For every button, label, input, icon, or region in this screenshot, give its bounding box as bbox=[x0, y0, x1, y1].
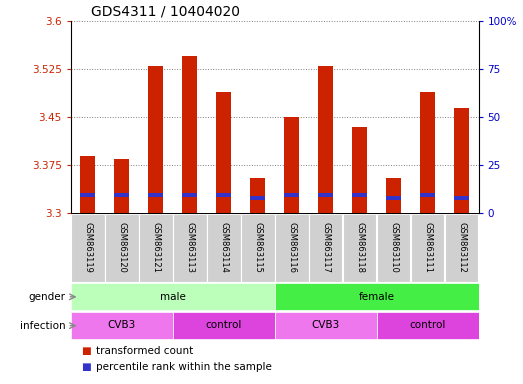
Bar bbox=[182, 193, 197, 197]
Text: GSM863116: GSM863116 bbox=[287, 222, 296, 273]
Bar bbox=[386, 196, 401, 200]
Bar bbox=[80, 156, 95, 213]
Bar bbox=[250, 196, 265, 200]
Bar bbox=[420, 91, 435, 213]
Bar bbox=[216, 91, 231, 213]
Bar bbox=[420, 193, 435, 197]
Bar bbox=[377, 214, 411, 281]
Text: female: female bbox=[359, 291, 394, 302]
Text: GSM863114: GSM863114 bbox=[219, 222, 228, 273]
Bar bbox=[250, 178, 265, 213]
Text: CVB3: CVB3 bbox=[107, 320, 136, 331]
Bar bbox=[139, 214, 173, 281]
Bar bbox=[309, 214, 343, 281]
Bar bbox=[275, 283, 479, 310]
Text: GSM863111: GSM863111 bbox=[423, 222, 432, 273]
Bar bbox=[275, 312, 377, 339]
Text: control: control bbox=[206, 320, 242, 331]
Bar bbox=[275, 214, 309, 281]
Bar bbox=[173, 312, 275, 339]
Text: male: male bbox=[160, 291, 186, 302]
Text: GSM863110: GSM863110 bbox=[389, 222, 398, 273]
Text: GSM863113: GSM863113 bbox=[185, 222, 194, 273]
Bar bbox=[216, 193, 231, 197]
Bar bbox=[411, 214, 445, 281]
Text: GSM863119: GSM863119 bbox=[83, 222, 92, 273]
Bar bbox=[71, 283, 275, 310]
Bar bbox=[377, 312, 479, 339]
Bar bbox=[445, 214, 479, 281]
Text: gender: gender bbox=[28, 292, 65, 302]
Text: GSM863118: GSM863118 bbox=[355, 222, 364, 273]
Bar bbox=[148, 193, 163, 197]
Bar bbox=[352, 193, 367, 197]
Bar bbox=[454, 196, 469, 200]
Text: GDS4311 / 10404020: GDS4311 / 10404020 bbox=[91, 5, 240, 18]
Bar bbox=[343, 214, 377, 281]
Text: transformed count: transformed count bbox=[96, 346, 193, 356]
Bar bbox=[454, 108, 469, 213]
Bar bbox=[114, 193, 129, 197]
Text: ■: ■ bbox=[81, 346, 91, 356]
Bar bbox=[241, 214, 275, 281]
Bar bbox=[284, 117, 299, 213]
Text: GSM863121: GSM863121 bbox=[151, 222, 160, 273]
Bar bbox=[80, 193, 95, 197]
Bar bbox=[352, 127, 367, 213]
Text: CVB3: CVB3 bbox=[311, 320, 340, 331]
Bar bbox=[105, 214, 139, 281]
Bar bbox=[114, 159, 129, 213]
Bar bbox=[284, 193, 299, 197]
Text: GSM863117: GSM863117 bbox=[321, 222, 330, 273]
Bar bbox=[207, 214, 241, 281]
Text: percentile rank within the sample: percentile rank within the sample bbox=[96, 362, 271, 372]
Bar bbox=[71, 312, 173, 339]
Bar bbox=[318, 193, 333, 197]
Bar bbox=[173, 214, 207, 281]
Bar bbox=[71, 214, 105, 281]
Bar bbox=[148, 66, 163, 213]
Bar bbox=[386, 178, 401, 213]
Bar bbox=[182, 56, 197, 213]
Text: GSM863112: GSM863112 bbox=[457, 222, 466, 273]
Text: infection: infection bbox=[20, 321, 65, 331]
Text: GSM863115: GSM863115 bbox=[253, 222, 262, 273]
Text: GSM863120: GSM863120 bbox=[117, 222, 126, 273]
Text: ■: ■ bbox=[81, 362, 91, 372]
Bar bbox=[318, 66, 333, 213]
Text: control: control bbox=[410, 320, 446, 331]
